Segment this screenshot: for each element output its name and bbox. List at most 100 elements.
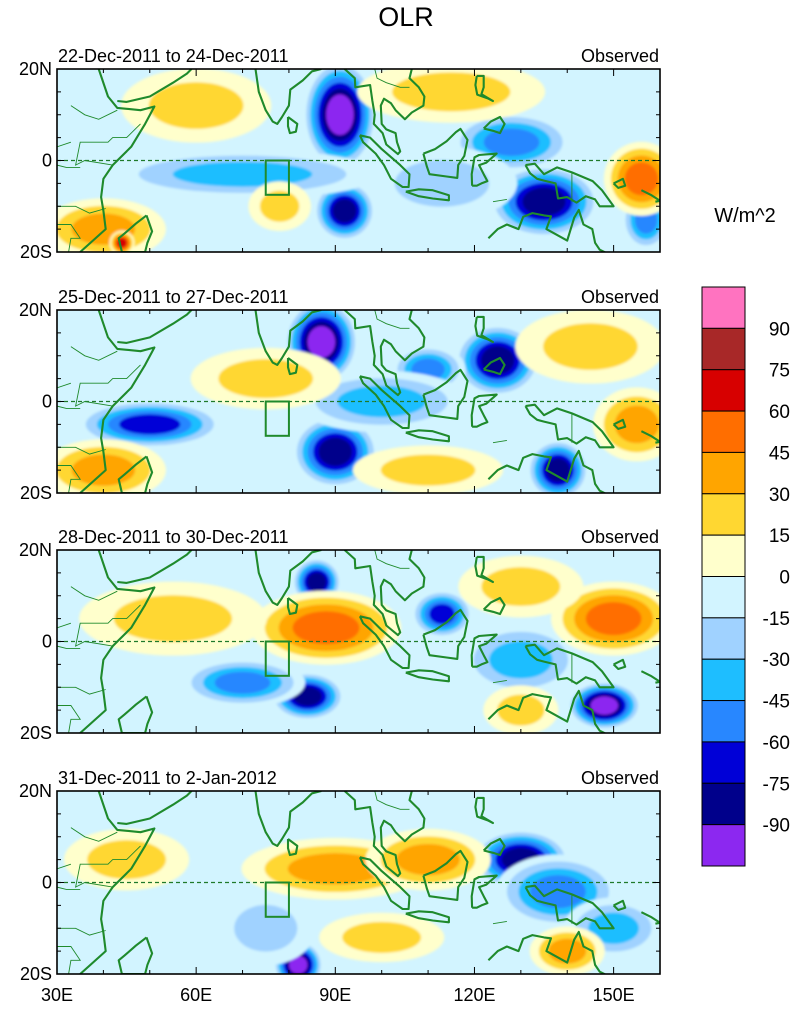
coastline	[117, 791, 193, 825]
coastline	[79, 69, 156, 252]
country-border	[57, 705, 82, 733]
colorbar-swatch	[701, 410, 746, 453]
colorbar-label: 75	[769, 361, 790, 382]
contour-band	[429, 603, 455, 625]
coastline	[286, 838, 299, 857]
y-tick-label: 20S	[20, 242, 52, 262]
colorbar-label: -90	[763, 816, 790, 837]
panel-right-title: Observed	[581, 527, 659, 547]
coastline	[358, 134, 411, 189]
y-tick-label: 20N	[19, 781, 52, 801]
coastline	[117, 214, 154, 252]
coastline	[524, 403, 615, 449]
chart-title: OLR	[378, 2, 434, 32]
country-border	[70, 827, 118, 842]
coastline	[470, 393, 498, 428]
coastline	[117, 695, 154, 733]
coastline	[474, 796, 495, 825]
colorbar-label: -45	[763, 692, 790, 713]
anomaly-blob	[529, 926, 605, 974]
panel-right-title: Observed	[581, 768, 659, 788]
map-panel: 20N 0 20S 25-Dec-2011 to 27-Dec-2011 Observe…	[19, 287, 661, 503]
coastline	[524, 162, 615, 208]
country-border	[492, 198, 507, 203]
coastline	[487, 930, 607, 974]
x-tick-label: 60E	[180, 985, 212, 1005]
colorbar-swatch	[701, 824, 746, 867]
x-tick-label: 90E	[319, 985, 351, 1005]
anomaly-field	[57, 310, 660, 493]
coastline	[422, 849, 469, 901]
coastline	[422, 608, 469, 660]
country-border	[374, 791, 410, 810]
anomaly-field	[79, 555, 660, 733]
colorbar-label: -75	[763, 774, 790, 795]
anomaly-blob	[526, 439, 590, 493]
coastline	[640, 911, 660, 925]
coastline	[524, 884, 615, 930]
colorbar-swatch	[701, 534, 746, 578]
contour-band	[148, 82, 244, 129]
coastline	[470, 874, 498, 909]
country-border	[70, 346, 118, 361]
anomaly-blob	[121, 69, 272, 143]
anomaly-blob	[248, 181, 311, 231]
contour-band	[326, 94, 354, 136]
contour-band	[380, 454, 476, 486]
coastline	[79, 310, 156, 493]
coastline	[422, 127, 469, 179]
country-border	[74, 604, 141, 647]
units-label: W/m^2	[714, 205, 776, 227]
coastline	[228, 310, 322, 366]
anomaly-blob	[515, 310, 660, 384]
coastline	[487, 689, 607, 733]
country-border	[57, 141, 81, 168]
colorbar-swatch	[701, 782, 746, 826]
map-panel: 20N 0 20S 31-Dec-2011 to 2-Jan-2012 Observed…	[19, 768, 661, 1005]
anomaly-blob	[410, 589, 474, 639]
coastline	[640, 670, 660, 684]
coastline	[476, 777, 479, 782]
region-box	[264, 159, 290, 196]
contour-band	[214, 671, 271, 694]
contour-band	[318, 437, 353, 467]
coastline	[228, 791, 322, 847]
colorbar-swatch	[701, 451, 746, 495]
coastline	[470, 633, 498, 668]
anomaly-blob	[357, 69, 546, 123]
colorbar-swatch	[701, 658, 746, 702]
y-tick-label: 0	[42, 151, 52, 171]
colorbar-label: 90	[769, 319, 790, 340]
contour-band	[259, 190, 300, 222]
colorbar-swatch	[701, 369, 746, 412]
coastline	[358, 375, 411, 430]
contour-band	[307, 572, 327, 592]
y-tick-label: 0	[42, 873, 52, 893]
contour-band	[289, 955, 308, 974]
colorbar-label: -15	[763, 609, 790, 630]
coastline	[487, 208, 607, 252]
coastline	[524, 643, 615, 689]
contour-band	[543, 323, 638, 370]
coastline	[640, 189, 660, 203]
contour-band	[585, 602, 642, 636]
colorbar-swatch	[701, 576, 746, 619]
anomaly-blob	[104, 149, 381, 199]
country-border	[74, 364, 141, 407]
coastlines	[57, 310, 660, 493]
country-border	[57, 622, 81, 649]
anomaly-blob	[551, 581, 660, 656]
panel-left-title: 25-Dec-2011 to 27-Dec-2011	[58, 287, 288, 307]
colorbar-swatch	[701, 286, 746, 329]
coastline	[612, 658, 627, 671]
panels: 20N 0 20S 22-Dec-2011 to 24-Dec-2011 Observe…	[19, 46, 661, 1005]
x-tick-label: 120E	[453, 985, 495, 1005]
country-border	[492, 679, 507, 684]
country-border	[57, 927, 106, 936]
coastline	[358, 615, 411, 670]
country-border	[374, 550, 410, 569]
colorbar-label: 45	[769, 443, 790, 464]
country-border	[70, 586, 118, 601]
map-panel: 20N 0 20S 22-Dec-2011 to 24-Dec-2011 Observe…	[19, 46, 661, 262]
coastline	[117, 550, 193, 584]
